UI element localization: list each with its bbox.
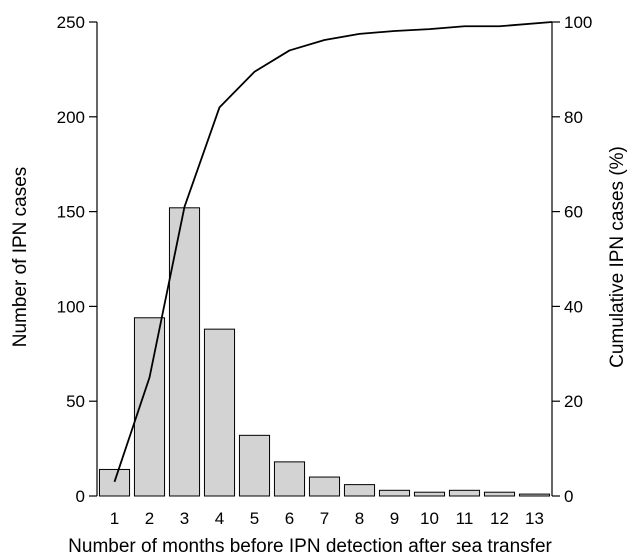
x-tick-label-7: 7 bbox=[320, 509, 329, 528]
left-tick-label-150: 150 bbox=[57, 203, 85, 222]
left-tick-label-0: 0 bbox=[76, 487, 85, 506]
x-tick-label-1: 1 bbox=[110, 509, 119, 528]
right-tick-label-100: 100 bbox=[564, 13, 592, 32]
bar-7 bbox=[308, 476, 341, 497]
axes-layer bbox=[96, 22, 553, 496]
bar-1 bbox=[98, 468, 131, 497]
left-tick-label-200: 200 bbox=[57, 108, 85, 127]
bar-12 bbox=[483, 491, 516, 497]
right-tick-label-0: 0 bbox=[564, 487, 573, 506]
y-axis-title: Number of IPN cases bbox=[10, 167, 31, 348]
bar-6 bbox=[273, 461, 306, 497]
bar-10 bbox=[413, 491, 446, 497]
bar-9 bbox=[378, 489, 411, 497]
right-tick-label-60: 60 bbox=[564, 203, 583, 222]
right-tick-label-80: 80 bbox=[564, 108, 583, 127]
left-y-ticks: 0 50 100 150 200 250 bbox=[57, 13, 97, 506]
cumulative-line bbox=[113, 21, 553, 483]
x-tick-label-5: 5 bbox=[250, 509, 259, 528]
x-axis-title: Number of months before IPN detection af… bbox=[68, 536, 552, 557]
x-tick-label-3: 3 bbox=[180, 509, 189, 528]
right-tick-label-20: 20 bbox=[564, 392, 583, 411]
x-tick-label-9: 9 bbox=[390, 509, 399, 528]
x-tick-label-12: 12 bbox=[490, 509, 509, 528]
x-tick-labels: 1 2 3 4 5 6 7 8 9 10 11 12 13 bbox=[110, 509, 544, 528]
line-layer bbox=[113, 21, 553, 483]
y2-axis-title: Cumulative IPN cases (%) bbox=[607, 146, 628, 368]
x-tick-label-13: 13 bbox=[525, 509, 544, 528]
x-tick-label-10: 10 bbox=[420, 509, 439, 528]
left-tick-label-250: 250 bbox=[57, 13, 85, 32]
right-y-ticks: 0 20 40 60 80 100 bbox=[552, 13, 592, 506]
x-tick-label-8: 8 bbox=[355, 509, 364, 528]
x-tick-label-11: 11 bbox=[456, 509, 474, 528]
x-tick-label-4: 4 bbox=[215, 509, 224, 528]
bar-13 bbox=[518, 493, 551, 497]
bar-5 bbox=[238, 434, 271, 497]
bar-11 bbox=[448, 489, 481, 497]
bar-8 bbox=[343, 484, 376, 497]
bar-4 bbox=[203, 328, 236, 497]
left-tick-label-50: 50 bbox=[66, 392, 85, 411]
left-tick-label-100: 100 bbox=[57, 297, 85, 316]
x-tick-label-6: 6 bbox=[285, 509, 294, 528]
x-tick-label-2: 2 bbox=[145, 509, 154, 528]
right-tick-label-40: 40 bbox=[564, 297, 583, 316]
bars-layer bbox=[98, 207, 551, 497]
bar-3 bbox=[168, 207, 201, 497]
